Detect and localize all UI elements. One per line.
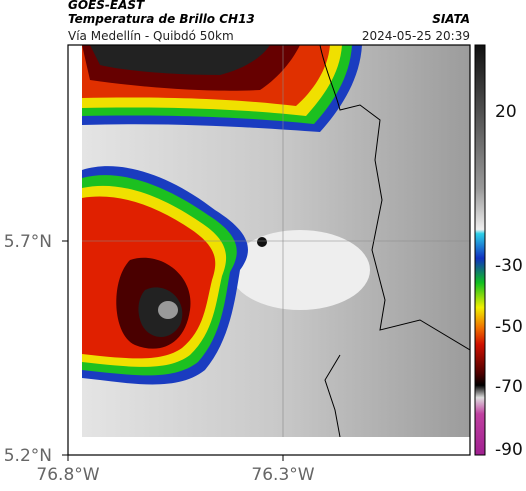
route: Vía Medellín - Quibdó 50km bbox=[68, 29, 234, 43]
colorbar-label: -70 bbox=[495, 377, 523, 397]
colorbar-label: -50 bbox=[495, 317, 523, 337]
timestamp: 2024-05-25 20:39 bbox=[362, 29, 470, 43]
lat-label: 5.2°N bbox=[4, 446, 52, 466]
lat-label: 5.7°N bbox=[4, 232, 52, 252]
colorbar bbox=[474, 44, 486, 456]
satellite-image bbox=[82, 45, 470, 437]
subtitle: Temperatura de Brillo CH13 bbox=[68, 12, 255, 26]
source: SIATA bbox=[432, 12, 470, 26]
lon-label: 76.3°W bbox=[251, 465, 314, 485]
colorbar-label: 20 bbox=[495, 102, 517, 122]
lon-label: 76.8°W bbox=[36, 465, 99, 485]
title: GOES-EAST bbox=[68, 0, 145, 12]
map-frame bbox=[67, 44, 471, 456]
colorbar-label: -30 bbox=[495, 256, 523, 276]
colorbar-label: -90 bbox=[495, 440, 523, 460]
